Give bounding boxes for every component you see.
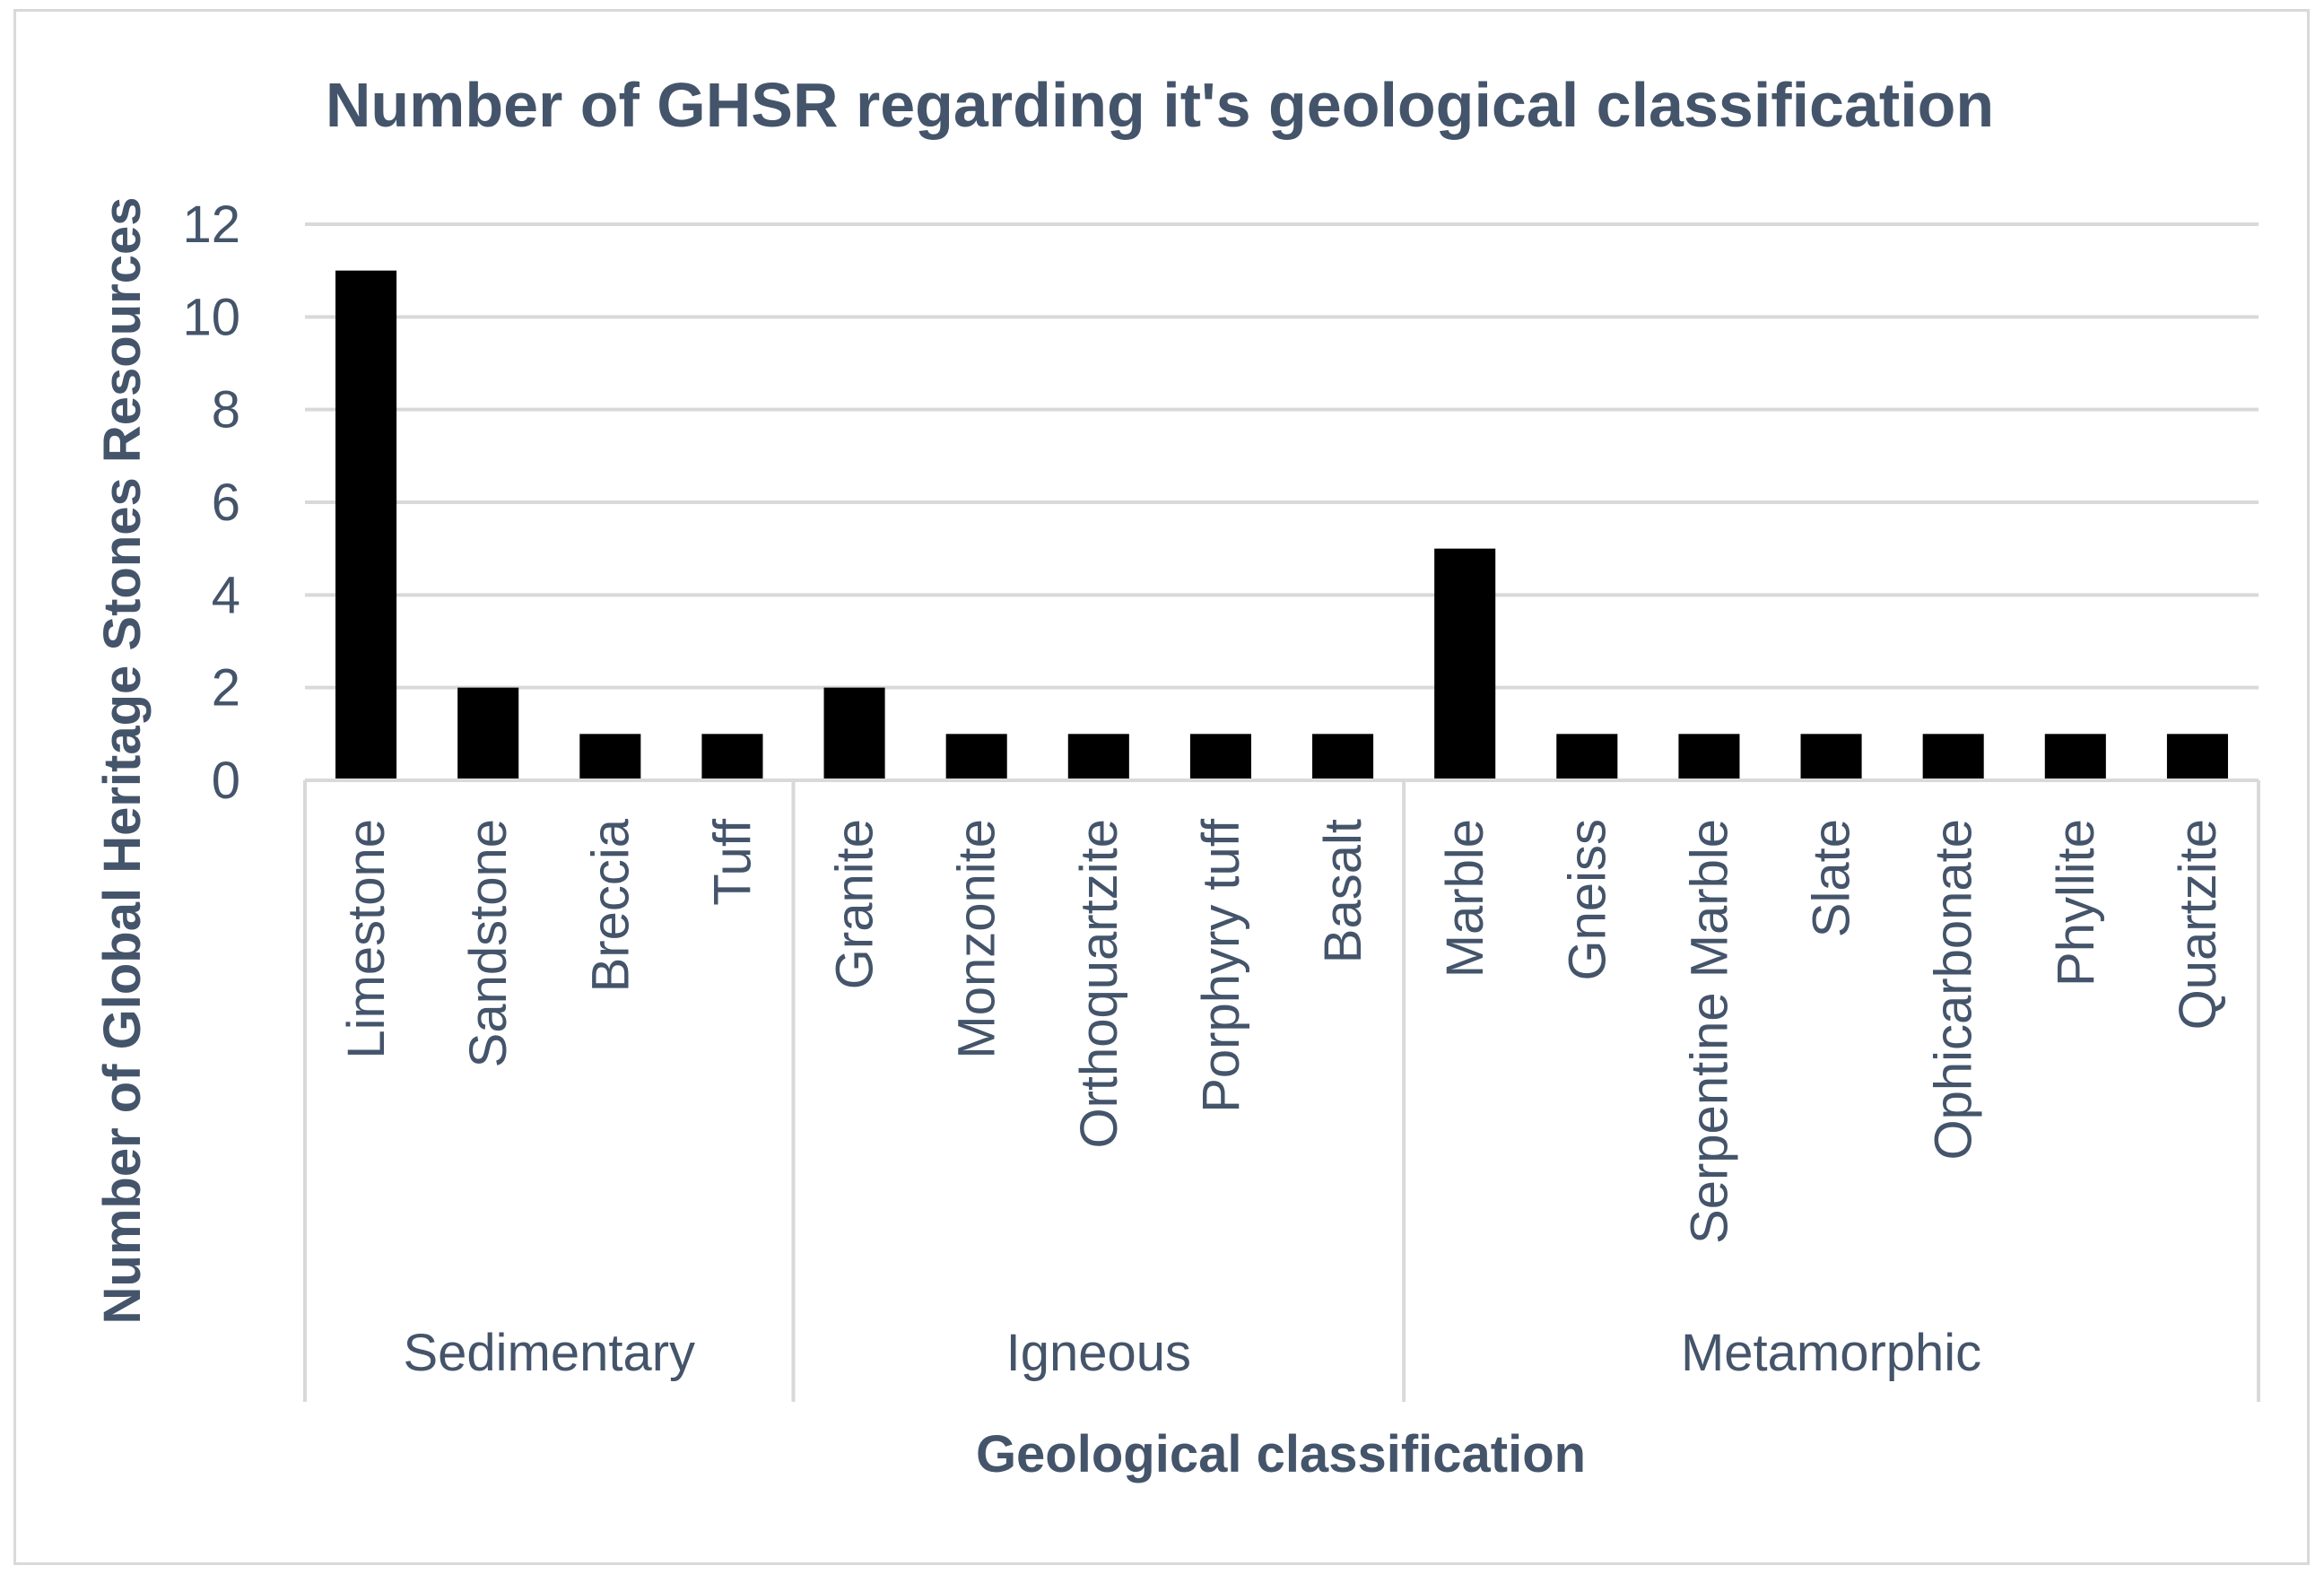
category-label: Limestone	[337, 819, 396, 1059]
category-label: Basalt	[1314, 819, 1372, 963]
bar-breccia	[579, 734, 641, 780]
y-tick-label: 2	[212, 659, 240, 718]
bar-basalt	[1312, 734, 1374, 780]
x-axis-title: Geological classification	[976, 1425, 1586, 1483]
y-axis-ticks: 0 2 4 6 8 10 12	[182, 196, 240, 810]
y-tick-label: 4	[212, 566, 240, 624]
y-axis-title: Number of Global Heritage Stones Resourc…	[93, 197, 152, 1325]
category-label: Orthoquartzite	[1070, 819, 1128, 1149]
bar-ophicarbonate	[1922, 734, 1984, 780]
y-tick-label: 10	[182, 288, 240, 346]
y-tick-label: 6	[212, 474, 240, 532]
y-tick-label: 12	[182, 196, 240, 254]
gridlines	[305, 222, 2259, 690]
bar-slate	[1800, 734, 1862, 780]
chart-title: Number of GHSR regarding it's geological…	[326, 70, 1994, 140]
category-label: Quartzite	[2169, 819, 2227, 1030]
group-labels: Sedimentary Igneous Metamorphic	[303, 780, 2260, 1402]
category-label: Monzonite	[948, 819, 1006, 1059]
category-label: Porphyry tuff	[1192, 818, 1250, 1113]
category-label: Serpentine Marble	[1680, 819, 1738, 1244]
bar-phyllite	[2044, 734, 2106, 780]
bar-serpentine-marble	[1678, 734, 1740, 780]
category-labels: Limestone Sandstone Breccia Tuff Granite Monz…	[337, 818, 2227, 1244]
category-label: Gneiss	[1558, 819, 1616, 981]
group-label-sedimentary: Sedimentary	[403, 1324, 695, 1382]
bar-gneiss	[1556, 734, 1618, 780]
bar-porphyry-tuff	[1189, 734, 1251, 780]
category-label: Granite	[826, 819, 884, 989]
category-label: Slate	[1803, 819, 1861, 937]
bar-tuff	[701, 734, 763, 780]
bar-granite	[823, 687, 885, 780]
bar-quartzite	[2166, 734, 2228, 780]
y-tick-label: 0	[212, 752, 240, 810]
bar-orthoquartzite	[1067, 734, 1129, 780]
bar-monzonite	[945, 734, 1007, 780]
bar-sandstone	[457, 687, 519, 780]
category-label: Sandstone	[459, 819, 518, 1067]
category-label: Phyllite	[2047, 819, 2105, 987]
group-label-metamorphic: Metamorphic	[1681, 1324, 1981, 1382]
group-label-igneous: Igneous	[1006, 1324, 1191, 1382]
bars	[335, 270, 2228, 781]
chart-frame: Number of GHSR regarding it's geological…	[13, 9, 2310, 1565]
category-label: Breccia	[581, 818, 640, 992]
bar-limestone	[335, 270, 397, 781]
y-tick-label: 8	[212, 381, 240, 439]
category-label: Ophicarbonate	[1925, 819, 1983, 1160]
bar-chart: Number of GHSR regarding it's geological…	[93, 70, 2260, 1483]
bar-marble	[1434, 548, 1496, 780]
category-label: Tuff	[703, 818, 762, 906]
category-label: Marble	[1436, 819, 1494, 978]
